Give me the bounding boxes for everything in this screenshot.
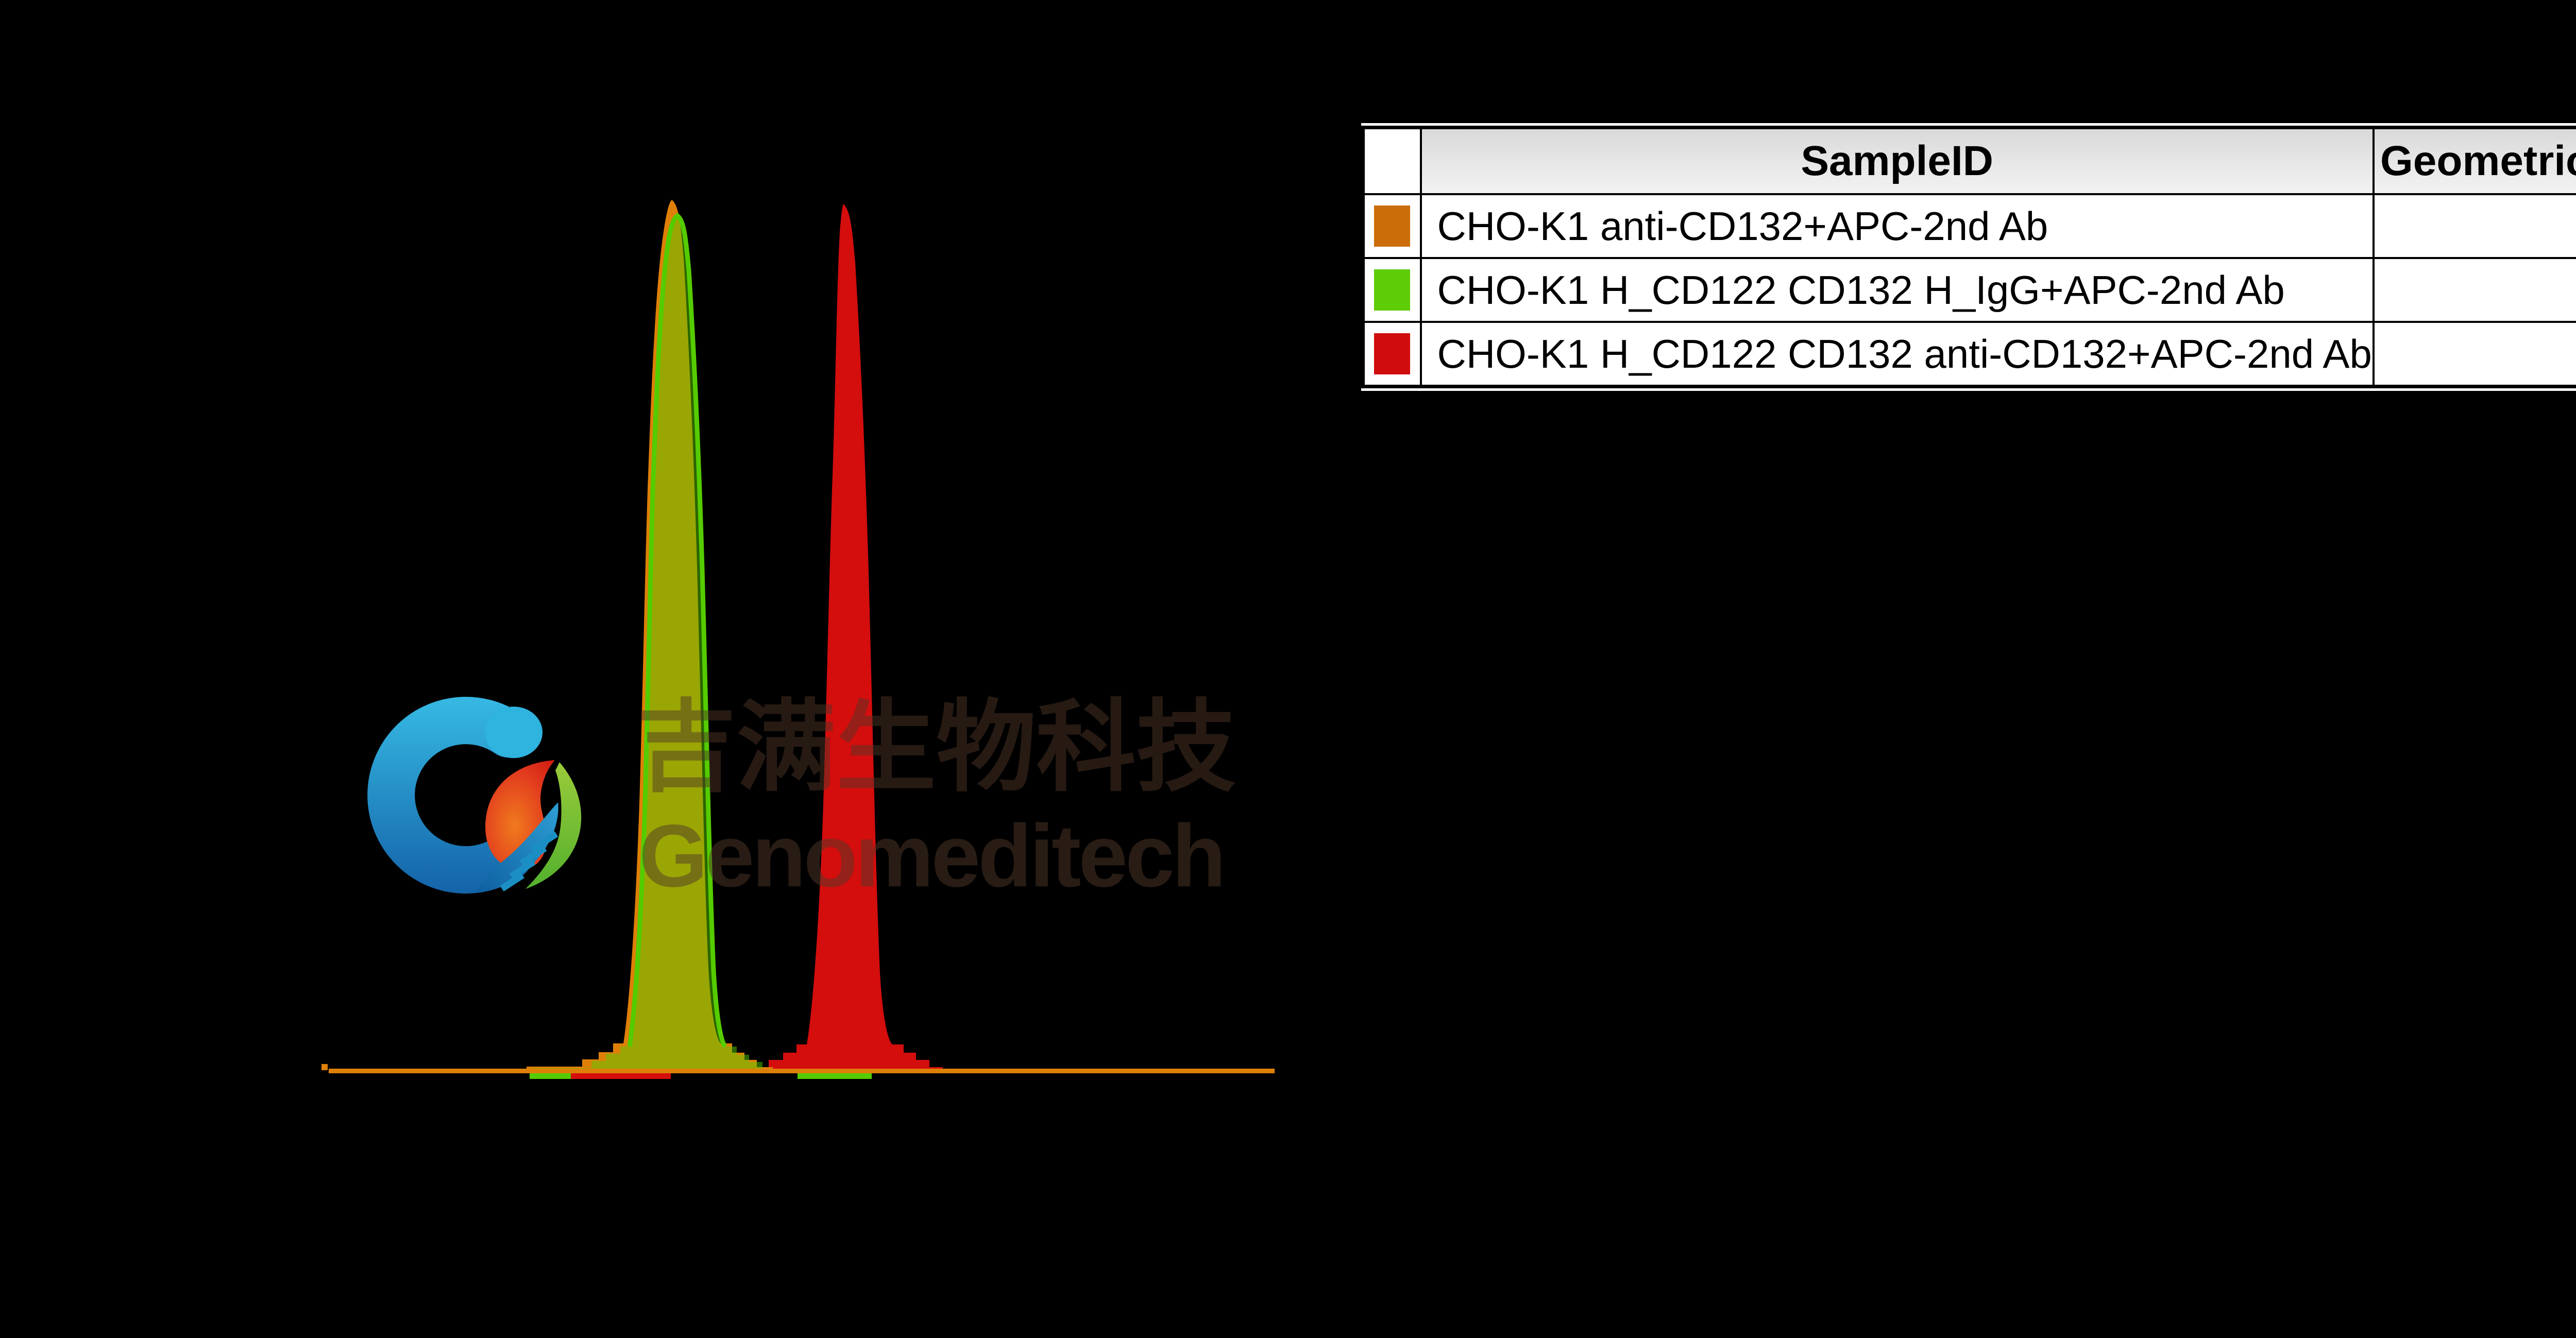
watermark-latin-text: Genomeditech (639, 807, 1226, 905)
table-row: CHO-K1 anti-CD132+APC-2nd Ab 1263 (1362, 193, 2576, 259)
header-swatch-cell (1362, 126, 1422, 195)
table-header-row: SampleID Geometric Mean : FL11-H (1362, 126, 2576, 195)
logo-blue-crescent (367, 697, 532, 894)
watermark-cjk-text: 吉满生物科技 (636, 689, 1236, 805)
statistics-table-wrap: SampleID Geometric Mean : FL11-H CHO-K1 … (1361, 123, 2576, 391)
logo-blue-head (485, 707, 543, 758)
table-row: CHO-K1 H_CD122 CD132 anti-CD132+APC-2nd … (1362, 321, 2576, 388)
geometric-mean-cell: 43232 (2372, 321, 2576, 388)
series-color-swatch-red (1374, 333, 1411, 374)
baseline-strip-red (571, 1073, 671, 1079)
header-geometric-mean: Geometric Mean : FL11-H (2372, 126, 2576, 195)
geometric-mean-cell: 1381 (2372, 257, 2576, 323)
logo-green-leaf (526, 762, 582, 889)
header-sample-id: SampleID (1419, 126, 2375, 195)
geometric-mean-cell: 1263 (2372, 193, 2576, 259)
genomeditech-logo-icon (367, 697, 582, 894)
baseline-start-tick (321, 1064, 328, 1070)
histogram-baseline (329, 1069, 1275, 1073)
sample-id-cell: CHO-K1 H_CD122 CD132 anti-CD132+APC-2nd … (1419, 321, 2375, 388)
logo-dna-strand (476, 802, 558, 892)
swatch-cell (1362, 321, 1422, 388)
histogram-curve-red (748, 204, 943, 1073)
histogram-curve-green (533, 216, 778, 1073)
swatch-cell (1362, 257, 1422, 323)
sample-id-cell: CHO-K1 anti-CD132+APC-2nd Ab (1419, 193, 2375, 259)
histogram-curve-green-outline (627, 213, 727, 1049)
sample-id-cell: CHO-K1 H_CD122 CD132 H_IgG+APC-2nd Ab (1419, 257, 2375, 323)
logo-dna-rungs (500, 831, 558, 891)
series-color-swatch-green (1374, 269, 1411, 311)
baseline-strip-green-left (530, 1073, 571, 1079)
series-color-swatch-orange (1374, 205, 1411, 247)
swatch-cell (1362, 193, 1422, 259)
table-row: CHO-K1 H_CD122 CD132 H_IgG+APC-2nd Ab 13… (1362, 257, 2576, 323)
baseline-strip-green-right (798, 1073, 872, 1079)
statistics-table: SampleID Geometric Mean : FL11-H CHO-K1 … (1361, 126, 2576, 388)
